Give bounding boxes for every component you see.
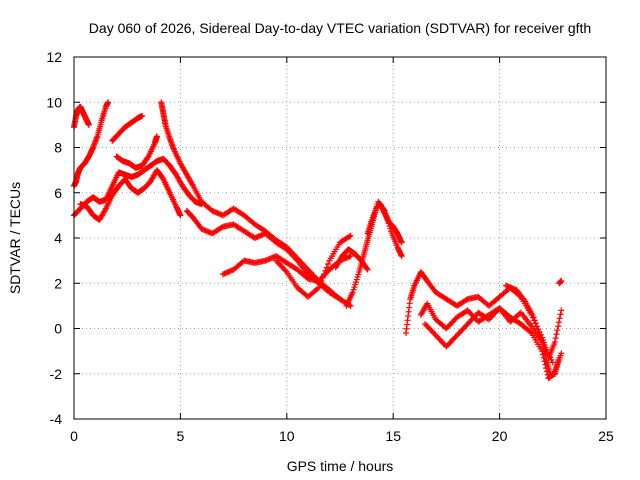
data-point [554,327,561,334]
chart-title: Day 060 of 2026, Sidereal Day-to-day VTE… [89,20,591,36]
data-point [323,264,330,271]
data-point [347,253,354,260]
y-tick-label: -2 [50,366,63,382]
data-point [105,99,112,106]
data-point [558,307,565,314]
x-axis-label: GPS time / hours [287,458,394,474]
data-point [534,326,541,333]
data-point [530,314,537,321]
data-point [557,311,564,318]
y-tick-label: 8 [54,140,62,156]
data-point [558,350,565,357]
data-point [551,339,558,346]
data-point [398,239,405,246]
series-track-k [332,246,371,273]
data-point [531,317,538,324]
series-track-d [77,167,184,223]
data-point [555,323,562,330]
data-point [153,133,160,140]
data-point [380,206,387,213]
data-point [556,315,563,322]
data-point [556,354,563,361]
data-point [555,319,562,326]
data-points [71,99,565,382]
x-tick-label: 10 [279,428,295,444]
series-track-q [502,282,563,380]
data-point [319,274,326,281]
data-point [538,335,545,342]
data-point [558,277,565,284]
data-point [317,281,324,288]
data-point [322,267,329,274]
axis-ticks: 0 5 10 15 20 25 -4 -2 0 2 4 6 8 10 12 [46,49,614,444]
data-point [552,335,559,342]
x-tick-label: 15 [385,428,401,444]
data-point [533,323,540,330]
y-tick-label: 10 [46,94,62,110]
data-point [398,253,405,260]
data-point [315,284,322,291]
y-tick-label: 4 [54,230,62,246]
series-track-a [71,103,92,131]
y-axis-label: SDTVAR / TECUs [7,182,23,294]
series-track-j [273,232,354,300]
series-track-f [113,133,160,171]
y-tick-label: -4 [50,411,63,427]
data-point [537,332,544,339]
y-tick-label: 2 [54,275,62,291]
data-point [318,277,325,284]
data-point [363,265,370,272]
data-point [314,285,321,292]
x-tick-label: 5 [177,428,185,444]
series-track-e [109,112,146,144]
y-tick-label: 12 [46,49,62,65]
series-track-m [364,198,405,260]
data-point [218,224,225,231]
x-tick-label: 0 [70,428,78,444]
y-tick-label: 6 [54,185,62,201]
x-tick-label: 20 [492,428,508,444]
data-point [321,271,328,278]
data-point [325,261,332,268]
data-point [85,121,92,128]
y-tick-label: 0 [54,321,62,337]
data-point [463,296,470,303]
series-track-b [71,99,112,189]
data-point [364,266,371,273]
data-point [549,359,556,366]
data-point [346,233,353,240]
data-point [535,329,542,336]
data-point [532,320,539,327]
data-point [177,212,184,219]
data-point [347,232,354,239]
data-point [553,331,560,338]
data-point [139,112,146,119]
x-tick-label: 25 [598,428,614,444]
series-track-r [556,277,565,287]
data-point [527,328,534,335]
